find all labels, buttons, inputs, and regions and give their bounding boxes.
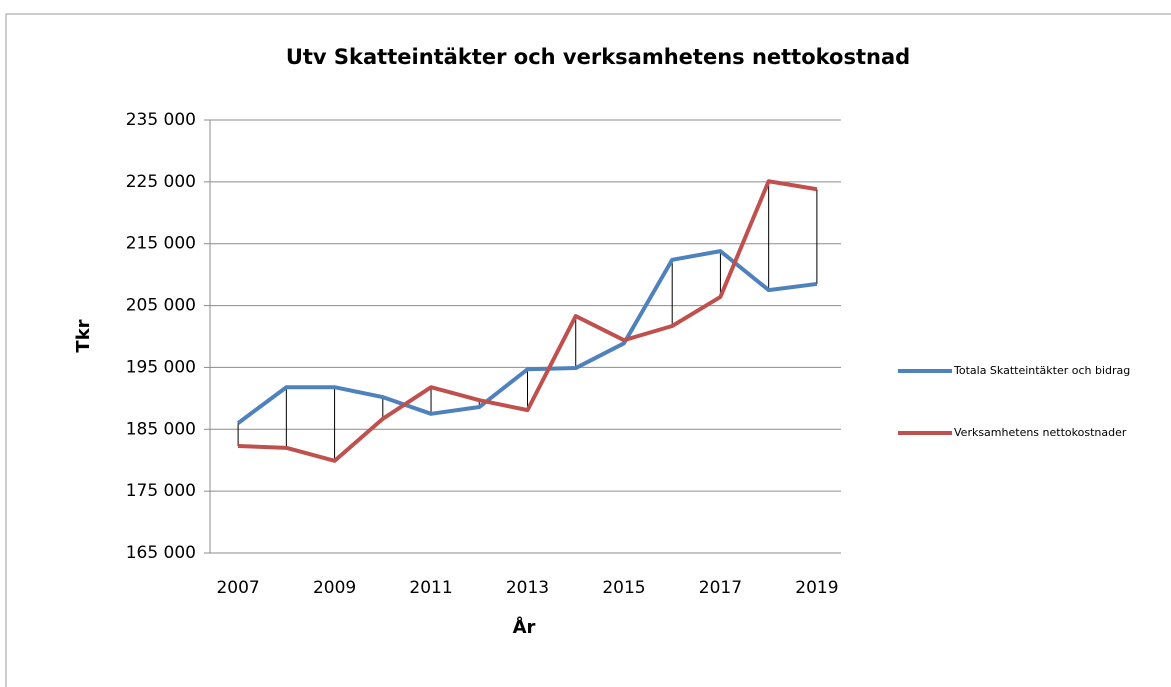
y-tick-label: 165 000 <box>126 543 196 563</box>
y-tick-label: 185 000 <box>126 419 196 439</box>
x-tick-label: 2011 <box>409 578 452 598</box>
x-tick-label: 2007 <box>216 578 259 598</box>
x-tick-label: 2009 <box>313 578 356 598</box>
legend-label: Verksamhetens nettokostnader <box>954 426 1127 439</box>
x-tick-label: 2013 <box>506 578 549 598</box>
x-tick-label: 2017 <box>699 578 742 598</box>
x-tick-label: 2019 <box>795 578 838 598</box>
series-line <box>236 249 818 425</box>
chart-border <box>5 13 1171 687</box>
y-tick-label: 235 000 <box>126 110 196 130</box>
x-axis-label: År <box>513 615 536 638</box>
y-tick-label: 195 000 <box>126 357 196 377</box>
y-tick-label: 215 000 <box>126 234 196 254</box>
y-tick-label: 175 000 <box>126 481 196 501</box>
y-tick-label: 205 000 <box>126 296 196 316</box>
y-axis-label: Tkr <box>73 319 94 352</box>
y-tick-label: 225 000 <box>126 172 196 192</box>
series-line <box>238 179 818 463</box>
x-tick-label: 2015 <box>602 578 645 598</box>
legend-label: Totala Skatteintäkter och bidrag <box>953 364 1130 377</box>
chart-title: Utv Skatteintäkter och verksamhetens net… <box>286 45 910 69</box>
